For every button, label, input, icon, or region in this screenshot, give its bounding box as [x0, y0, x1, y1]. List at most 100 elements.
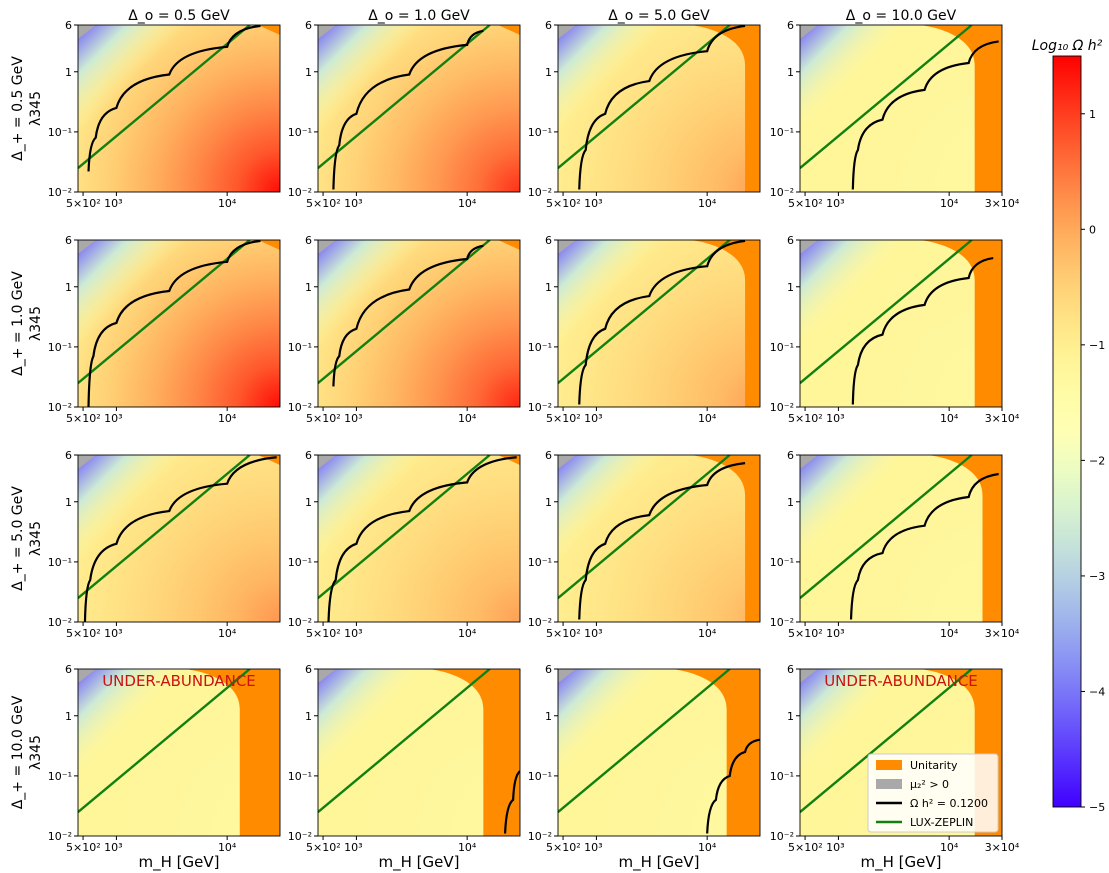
- x-tick-label: 5×10² 10³: [546, 412, 603, 425]
- under-abundance-annotation: UNDER-ABUNDANCE: [824, 672, 978, 690]
- panel-r3-c2: 10⁻² 10⁻¹ 1 6 5×10² 10³ 10⁴: [528, 663, 761, 854]
- y-tick-label: 1: [305, 66, 312, 79]
- unitarity-region: [671, 669, 760, 836]
- low-abundance-region: [78, 240, 270, 344]
- low-abundance-region: [558, 25, 750, 129]
- y-tick-label: 10⁻¹: [770, 126, 794, 139]
- panel-r3-c0: 10⁻² 10⁻¹ 1 6 5×10² 10³ 10⁴: [48, 663, 281, 854]
- low-abundance-region: [558, 669, 750, 773]
- y-tick-label: 10⁻²: [48, 830, 72, 843]
- low-abundance-region: [318, 455, 510, 559]
- x-axis-label: m_H [GeV]: [861, 853, 942, 872]
- lux-zeplin-line: [78, 240, 251, 385]
- legend-box: [867, 753, 999, 833]
- legend-swatch: [876, 760, 902, 770]
- relic-density-curve: [332, 244, 484, 387]
- low-abundance-region: [800, 455, 992, 559]
- y-tick-label: 1: [787, 710, 794, 723]
- legend-label: Unitarity: [910, 759, 958, 772]
- column-title: Δ_o = 1.0 GeV: [368, 8, 470, 24]
- mu2-positive-region: [78, 455, 96, 469]
- panel-frame: [799, 24, 1003, 193]
- y-tick-label: 1: [65, 281, 72, 294]
- x-tick-label: 5×10² 10³: [546, 627, 603, 640]
- mu2-positive-region: [558, 455, 576, 469]
- y-tick-label: 1: [787, 281, 794, 294]
- legend-label: LUX-ZEPLIN: [910, 816, 973, 829]
- low-abundance-region: [318, 669, 510, 773]
- unitarity-region: [498, 240, 520, 250]
- x-tick-label: 10⁴: [940, 841, 959, 854]
- low-abundance-region: [78, 455, 270, 559]
- y-tick-label: 1: [65, 66, 72, 79]
- panel-r0-c2: 10⁻² 10⁻¹ 1 6 5×10² 10³ 10⁴: [528, 19, 761, 210]
- row-title: Δ_+ = 1.0 GeV: [10, 271, 26, 376]
- y-tick-label: 6: [65, 234, 72, 247]
- row-title: Δ_+ = 10.0 GeV: [10, 695, 26, 809]
- lux-zeplin-line: [78, 25, 251, 170]
- unitarity-region: [258, 240, 280, 250]
- lux-zeplin-line: [800, 669, 973, 814]
- y-tick-label: 1: [545, 281, 552, 294]
- x-tick-label: 3×10⁴: [985, 627, 1020, 640]
- panel-frame: [799, 454, 1003, 623]
- low-abundance-region: [800, 240, 992, 344]
- y-tick-label: 10⁻²: [528, 830, 552, 843]
- x-tick-label: 5×10² 10³: [66, 412, 123, 425]
- legend-label: Ω h² = 0.1200: [910, 797, 988, 810]
- y-tick-label: 10⁻²: [770, 830, 794, 843]
- relic-density-curve: [87, 25, 261, 172]
- unitarity-region: [690, 25, 760, 192]
- x-tick-label: 10⁴: [698, 841, 717, 854]
- y-tick-label: 6: [305, 19, 312, 32]
- relic-density-curve: [578, 240, 746, 405]
- unitarity-region: [690, 455, 760, 622]
- lux-zeplin-line: [318, 455, 491, 600]
- x-tick-label: 5×10² 10³: [788, 627, 845, 640]
- panel-r0-c0: 10⁻² 10⁻¹ 1 6 5×10² 10³ 10⁴: [48, 19, 281, 210]
- mu2-positive-region: [800, 669, 818, 683]
- colorbar-tick-label: −2: [1089, 454, 1105, 467]
- panel-grid: 10⁻² 10⁻¹ 1 6 5×10² 10³ 10⁴ 10⁻² 10⁻¹ 1 6 5×10² 10…: [10, 8, 1020, 872]
- y-tick-label: 10⁻²: [528, 401, 552, 414]
- row-title: Δ_+ = 0.5 GeV: [10, 56, 26, 161]
- x-tick-label: 5×10² 10³: [306, 197, 363, 210]
- mu2-positive-region: [800, 240, 818, 254]
- x-tick-label: 10⁴: [458, 841, 477, 854]
- y-tick-label: 10⁻²: [48, 616, 72, 629]
- panel-frame: [799, 239, 1003, 408]
- x-tick-label: 10⁴: [940, 627, 959, 640]
- x-tick-label: 10⁴: [218, 412, 237, 425]
- x-tick-label: 10⁴: [218, 841, 237, 854]
- mu2-positive-region: [800, 455, 818, 469]
- x-tick-label: 5×10² 10³: [546, 197, 603, 210]
- low-abundance-region: [318, 240, 510, 344]
- y-tick-label: 1: [305, 281, 312, 294]
- y-tick-label: 10⁻²: [528, 616, 552, 629]
- panel-frame: [557, 24, 761, 193]
- x-tick-label: 10⁴: [218, 197, 237, 210]
- low-abundance-region: [800, 25, 992, 129]
- relic-density-curve: [578, 25, 746, 190]
- column-title: Δ_o = 5.0 GeV: [608, 8, 710, 24]
- panel-frame: [799, 668, 1003, 837]
- relic-density-curve: [503, 770, 520, 834]
- relic-density-curve: [83, 456, 277, 622]
- mu2-positive-region: [318, 669, 336, 683]
- mu2-positive-region: [558, 240, 576, 254]
- y-tick-label: 10⁻²: [48, 401, 72, 414]
- colorbar: 1 0 −1 −2 −3 −4 −5 Log₁₀ Ω h²: [1032, 38, 1106, 814]
- y-tick-label: 10⁻²: [48, 186, 72, 199]
- relic-density-curve: [851, 257, 994, 405]
- y-axis-label: λ345: [28, 306, 44, 341]
- y-axis-label: λ345: [28, 735, 44, 770]
- y-tick-label: 1: [65, 710, 72, 723]
- y-tick-label: 6: [65, 449, 72, 462]
- x-tick-label: 5×10² 10³: [66, 197, 123, 210]
- y-tick-label: 10⁻²: [288, 830, 312, 843]
- x-tick-label: 10⁴: [940, 412, 959, 425]
- legend-label: μ₂² > 0: [910, 778, 949, 791]
- panel-frame: [77, 454, 281, 623]
- panel-frame: [317, 24, 521, 193]
